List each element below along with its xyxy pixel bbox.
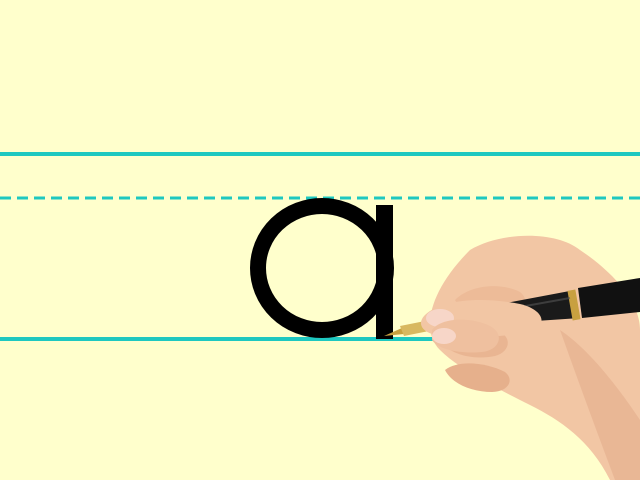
hand-pinky-finger (445, 363, 510, 392)
hand-thumb (432, 319, 499, 353)
thumb-fingernail (432, 328, 456, 344)
hand-shadow (560, 330, 640, 480)
pen-gold-band (567, 289, 581, 321)
pen-cap (578, 278, 640, 318)
hand-with-pen (384, 235, 640, 480)
letter-a-stem (376, 205, 393, 339)
letter-a (250, 198, 394, 339)
pen-nib (384, 328, 404, 336)
